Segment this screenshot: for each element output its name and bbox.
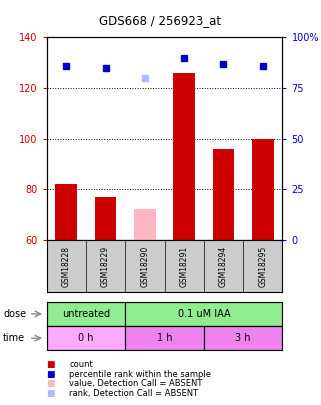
Text: 0.1 uM IAA: 0.1 uM IAA xyxy=(178,309,230,319)
Text: GSM18291: GSM18291 xyxy=(180,245,189,287)
Text: GSM18229: GSM18229 xyxy=(101,245,110,287)
Bar xyxy=(47,302,125,326)
Text: ■: ■ xyxy=(47,389,55,398)
Bar xyxy=(47,326,125,350)
Text: 1 h: 1 h xyxy=(157,333,172,343)
Bar xyxy=(134,209,156,240)
Text: GSM18228: GSM18228 xyxy=(62,245,71,287)
Bar xyxy=(125,326,204,350)
Text: dose: dose xyxy=(3,309,26,319)
Text: ■: ■ xyxy=(47,379,55,388)
Text: percentile rank within the sample: percentile rank within the sample xyxy=(69,370,211,379)
Text: GDS668 / 256923_at: GDS668 / 256923_at xyxy=(100,14,221,27)
Bar xyxy=(173,73,195,240)
Bar xyxy=(213,149,234,240)
Text: untreated: untreated xyxy=(62,309,110,319)
Text: time: time xyxy=(3,333,25,343)
Text: ■: ■ xyxy=(47,370,55,379)
Bar xyxy=(125,302,282,326)
Bar xyxy=(204,326,282,350)
Bar xyxy=(56,184,77,240)
Text: GSM18290: GSM18290 xyxy=(140,245,149,287)
Text: rank, Detection Call = ABSENT: rank, Detection Call = ABSENT xyxy=(69,389,198,398)
Text: value, Detection Call = ABSENT: value, Detection Call = ABSENT xyxy=(69,379,202,388)
Text: ■: ■ xyxy=(47,360,55,369)
Bar xyxy=(95,197,116,240)
Text: count: count xyxy=(69,360,93,369)
Text: GSM18295: GSM18295 xyxy=(258,245,267,287)
Text: 0 h: 0 h xyxy=(78,333,94,343)
Text: GSM18294: GSM18294 xyxy=(219,245,228,287)
Bar xyxy=(252,139,273,240)
Text: 3 h: 3 h xyxy=(235,333,251,343)
